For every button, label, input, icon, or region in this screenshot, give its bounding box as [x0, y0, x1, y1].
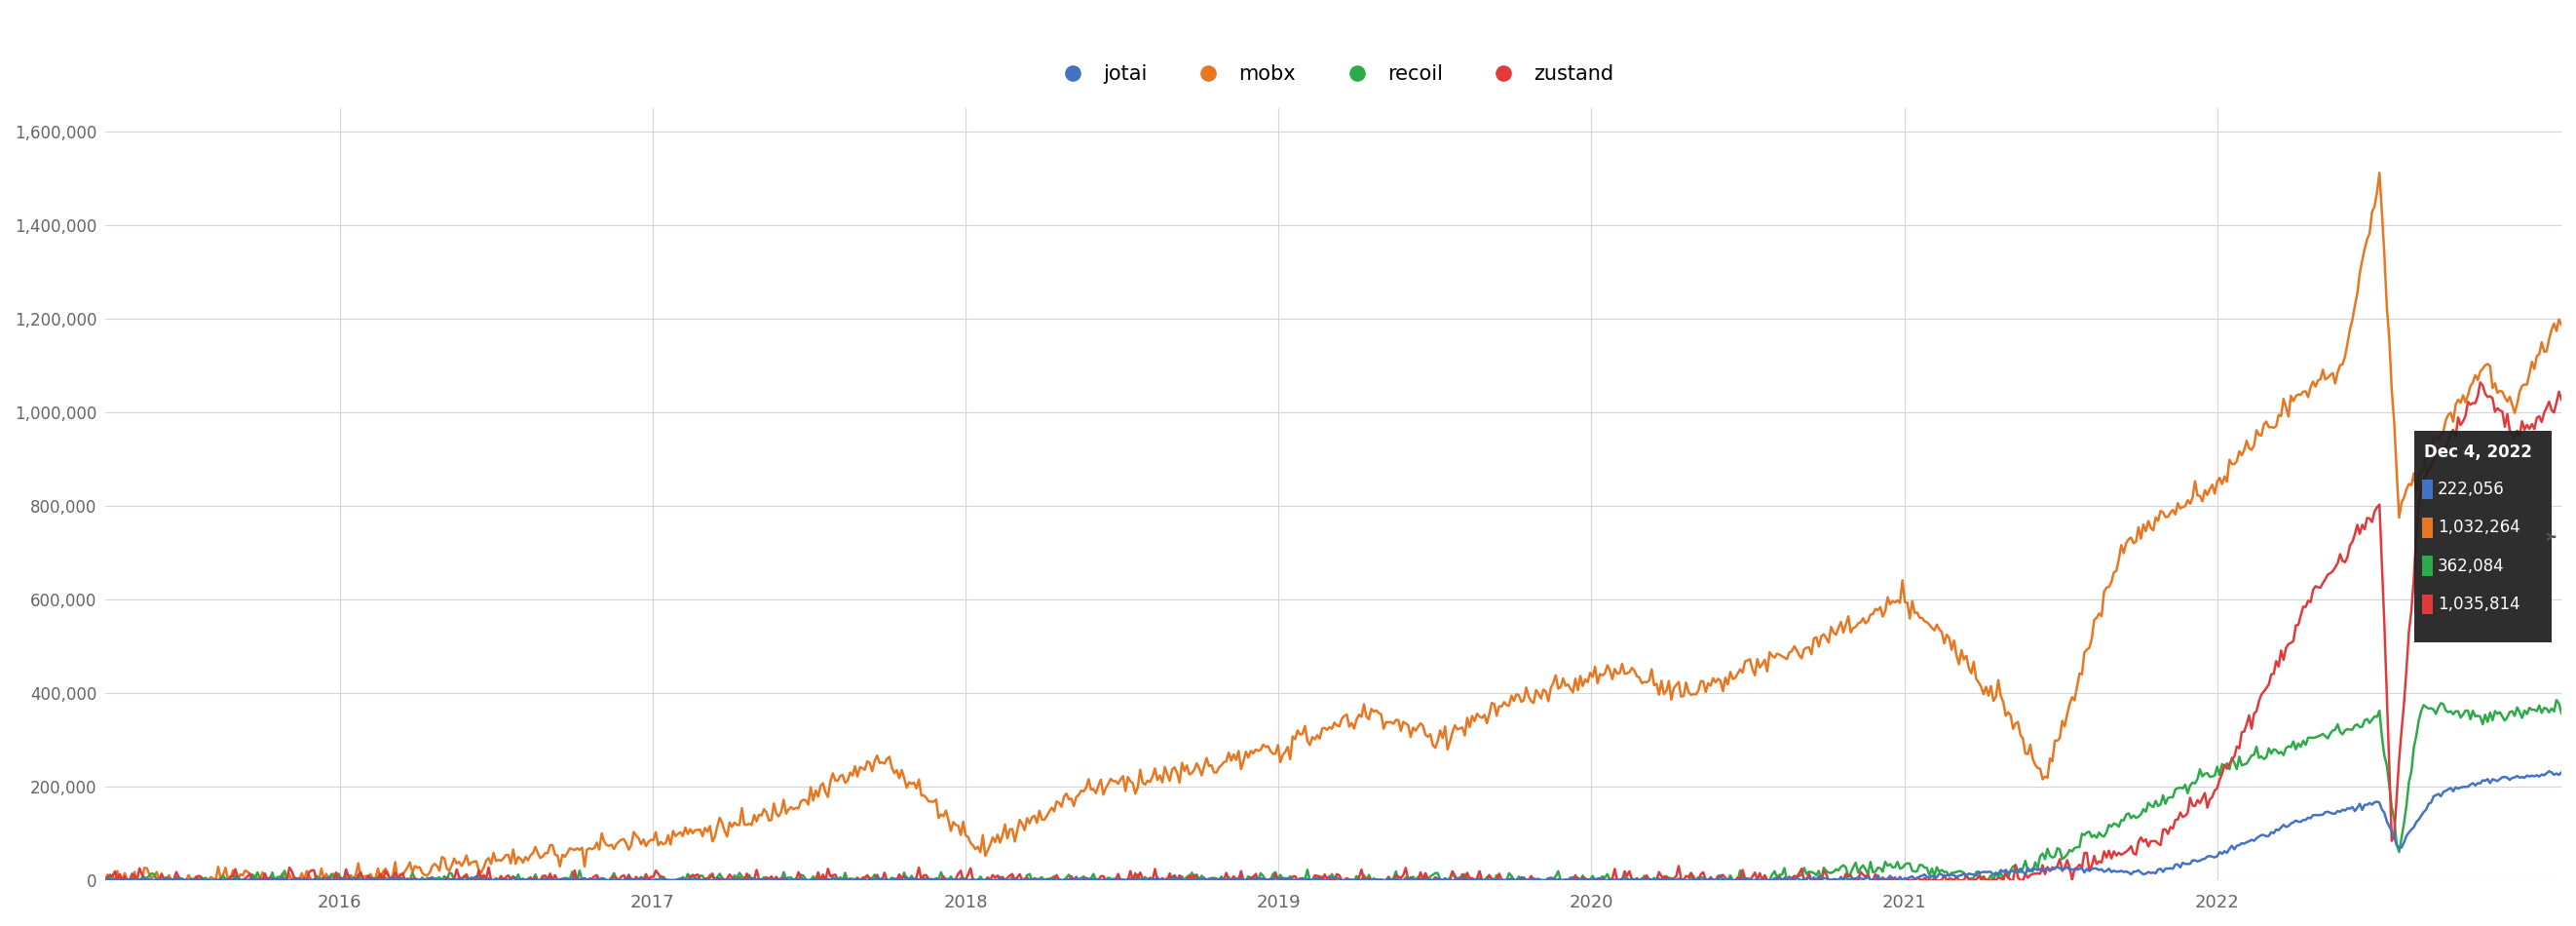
FancyBboxPatch shape [2421, 480, 2434, 499]
Legend: jotai, mobx, recoil, zustand: jotai, mobx, recoil, zustand [1043, 56, 1623, 92]
Text: Dec 4, 2022: Dec 4, 2022 [2424, 444, 2532, 461]
Text: 362,084: 362,084 [2437, 557, 2504, 575]
FancyBboxPatch shape [2421, 556, 2434, 576]
Text: 1,032,264: 1,032,264 [2437, 519, 2519, 536]
Text: 222,056: 222,056 [2437, 481, 2504, 498]
FancyBboxPatch shape [2421, 518, 2434, 538]
Text: 1,035,814: 1,035,814 [2437, 595, 2519, 613]
FancyBboxPatch shape [2421, 594, 2434, 614]
FancyBboxPatch shape [2414, 431, 2553, 643]
